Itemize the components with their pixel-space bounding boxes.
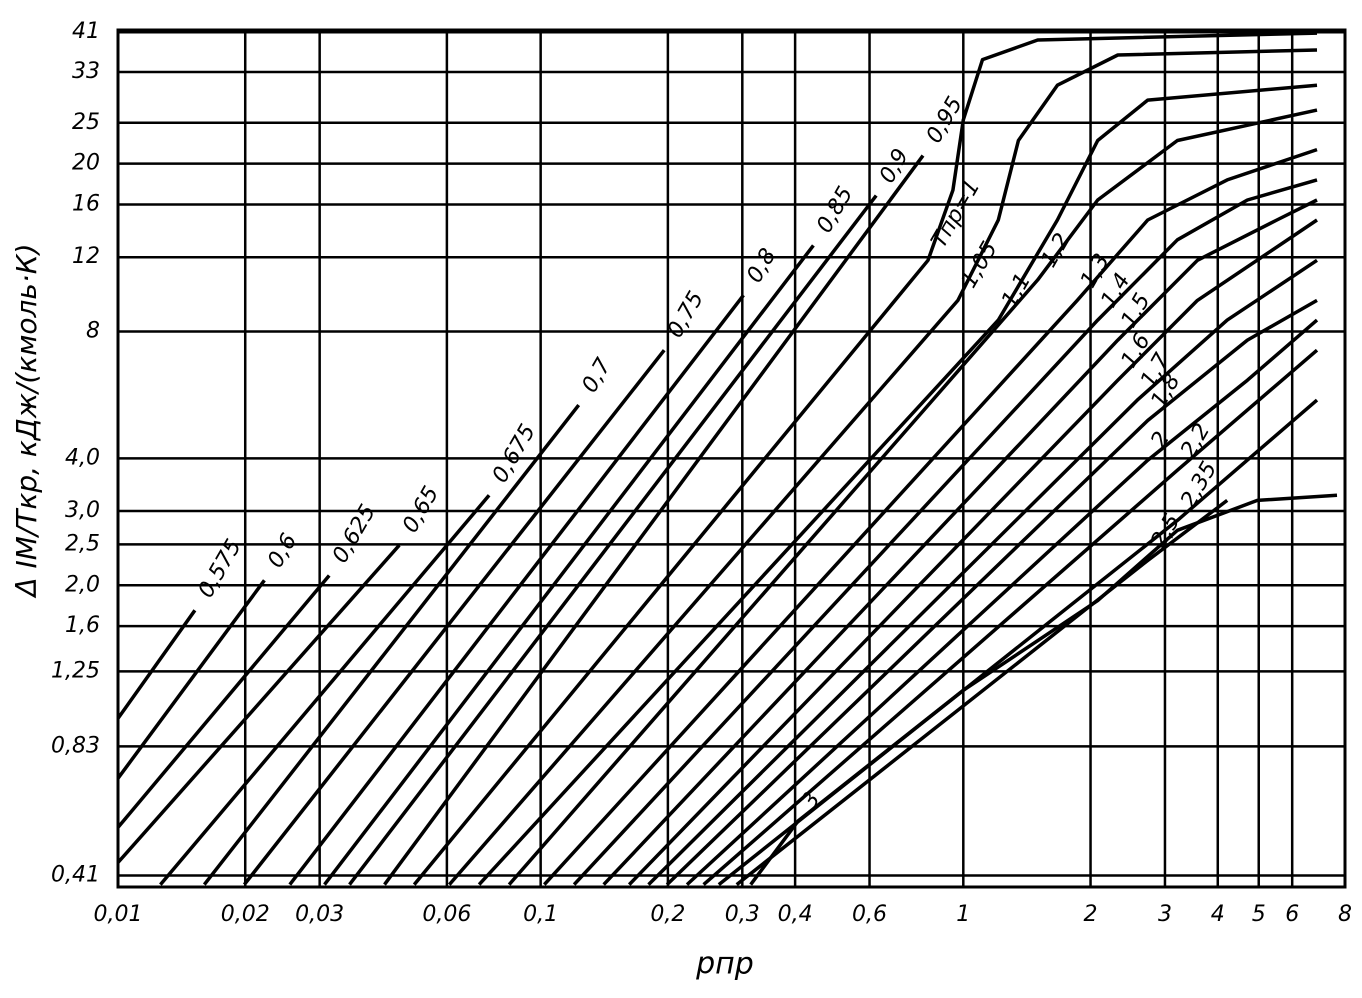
x-tick-label: 8 [1338,902,1352,927]
curve-label: 0,9 [875,145,914,188]
curve-label: 0,6 [263,529,302,572]
x-tick-label: 4 [1211,902,1225,927]
x-tick-label: 5 [1252,902,1266,927]
curve [116,579,266,780]
plot-frame [116,28,1347,889]
curve [116,574,331,829]
x-tick-label: 0,02 [221,902,270,927]
curve [447,48,1318,886]
y-tick-label: 41 [72,19,100,44]
y-tick-label: 3,0 [65,498,100,523]
curve [116,609,197,720]
y-tick-label: 12 [72,244,100,269]
curve-label: Tпр=1 [927,176,986,253]
curve [202,404,581,886]
curve-label: 0,65 [398,482,444,537]
y-tick-label: 2,5 [65,531,100,556]
curve [735,499,1229,886]
curve-label: 2 [1146,428,1175,453]
curve [242,349,666,886]
curve [348,194,878,886]
x-tick-label: 0,3 [725,902,760,927]
curve-label: 2,2 [1176,419,1215,462]
y-tick-label: 1,6 [65,613,100,638]
x-tick-label: 0,1 [523,902,558,927]
curve [116,544,401,864]
x-axis-label: pпр [695,947,754,982]
y-tick-label: 4,0 [65,445,100,470]
curve [159,494,491,886]
y-axis-label: Δ IМ/Tкр, кДж/(кмоль·К) [10,243,43,598]
curve-label: 0,7 [577,354,616,397]
x-tick-label: 0,4 [778,902,813,927]
x-tick-label: 1 [956,902,970,927]
y-tick-label: 0,83 [51,733,100,758]
curve-label: 0,75 [663,287,709,342]
y-tick-label: 25 [72,110,100,135]
curve [702,348,1319,886]
curve-label: 0,8 [742,244,781,287]
y-tick-label: 33 [72,59,100,84]
curve [685,318,1319,886]
y-tick-label: 2,0 [65,572,100,597]
x-tick-label: 0,03 [295,902,344,927]
curve [412,31,1318,886]
curve [507,108,1318,886]
x-tick-label: 0,01 [94,902,143,927]
y-tick-label: 1,25 [51,658,100,683]
curve [323,244,815,886]
x-tick-label: 0,06 [422,902,471,927]
y-tick-label: 16 [72,192,100,217]
x-tick-label: 3 [1158,902,1172,927]
y-tick-label: 8 [86,318,100,343]
curve [477,83,1318,886]
curve [572,178,1318,886]
curve [627,218,1318,886]
curve [647,258,1318,886]
x-tick-label: 6 [1285,902,1299,927]
curve [665,298,1318,886]
y-tick-label: 20 [72,151,100,176]
curve [602,198,1318,886]
curve [288,294,745,886]
x-tick-label: 2 [1084,902,1098,927]
x-tick-label: 0,2 [650,902,685,927]
x-tick-label: 0,6 [852,902,887,927]
curve [543,147,1318,886]
y-tick-label: 0,41 [51,862,100,887]
curve-label: 0,675 [488,420,541,487]
curve [383,154,925,886]
curve [749,493,1338,886]
